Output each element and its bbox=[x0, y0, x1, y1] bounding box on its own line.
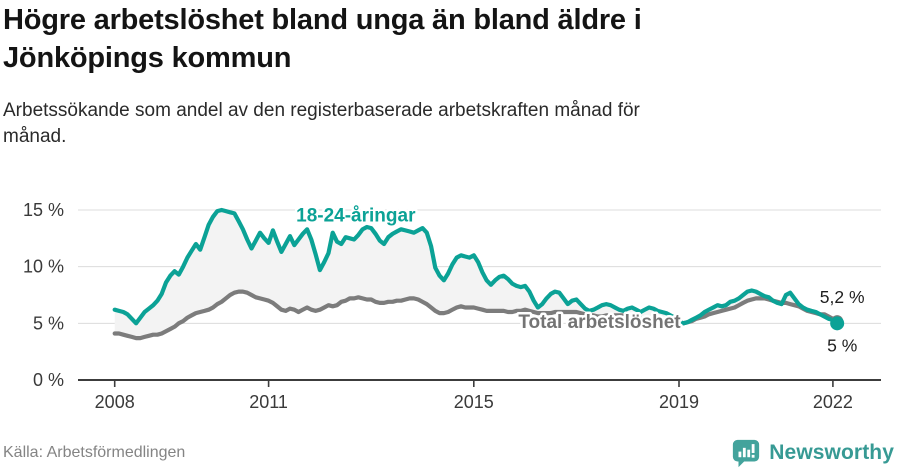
series-label: 18-24-åringar bbox=[296, 206, 416, 227]
end-value-label: 5 % bbox=[827, 335, 857, 355]
x-tick-label: 2011 bbox=[249, 392, 288, 412]
page-title: Högre arbetslöshet bland unga än bland ä… bbox=[3, 4, 642, 74]
series-label: 18-24-åringar bbox=[296, 206, 416, 227]
newsworthy-brand: Newsworthy bbox=[731, 438, 894, 468]
x-tick-label: 2022 bbox=[813, 392, 853, 412]
y-tick-label: 0 % bbox=[33, 370, 64, 390]
source-text: Källa: Arbetsförmedlingen bbox=[3, 444, 186, 461]
newsworthy-logo-icon bbox=[733, 439, 760, 468]
x-tick-label: 2008 bbox=[95, 392, 135, 412]
newsworthy-wordmark: Newsworthy bbox=[769, 441, 894, 464]
x-tick-label: 2015 bbox=[454, 392, 494, 412]
y-tick-label: 10 % bbox=[23, 257, 64, 277]
series-label: Total arbetslöshet bbox=[518, 312, 681, 333]
y-tick-label: 5 % bbox=[33, 313, 64, 333]
chart-subtitle: Arbetssökande som andel av den registerb… bbox=[3, 99, 640, 148]
series-label: Total arbetslöshet bbox=[518, 312, 681, 333]
x-tick-label: 2019 bbox=[659, 392, 699, 412]
line-chart: 2008 2011 2015 2019 2022 0 % 5 % 10 % 15 % 18-24-… bbox=[23, 200, 881, 412]
end-value-label: 5,2 % bbox=[820, 287, 865, 307]
end-value-label: 5 % bbox=[827, 335, 857, 355]
chart-header: Högre arbetslöshet bland unga än bland ä… bbox=[0, 0, 900, 150]
chart-footer: Källa: Arbetsförmedlingen Newsworthy bbox=[3, 436, 894, 470]
series-end-dot bbox=[830, 316, 845, 331]
between-series-fill bbox=[114, 210, 838, 339]
y-tick-label: 15 % bbox=[23, 200, 64, 220]
end-value-label: 5,2 % bbox=[820, 287, 865, 307]
series-line-total bbox=[112, 289, 840, 341]
series-line-youth bbox=[112, 207, 840, 326]
